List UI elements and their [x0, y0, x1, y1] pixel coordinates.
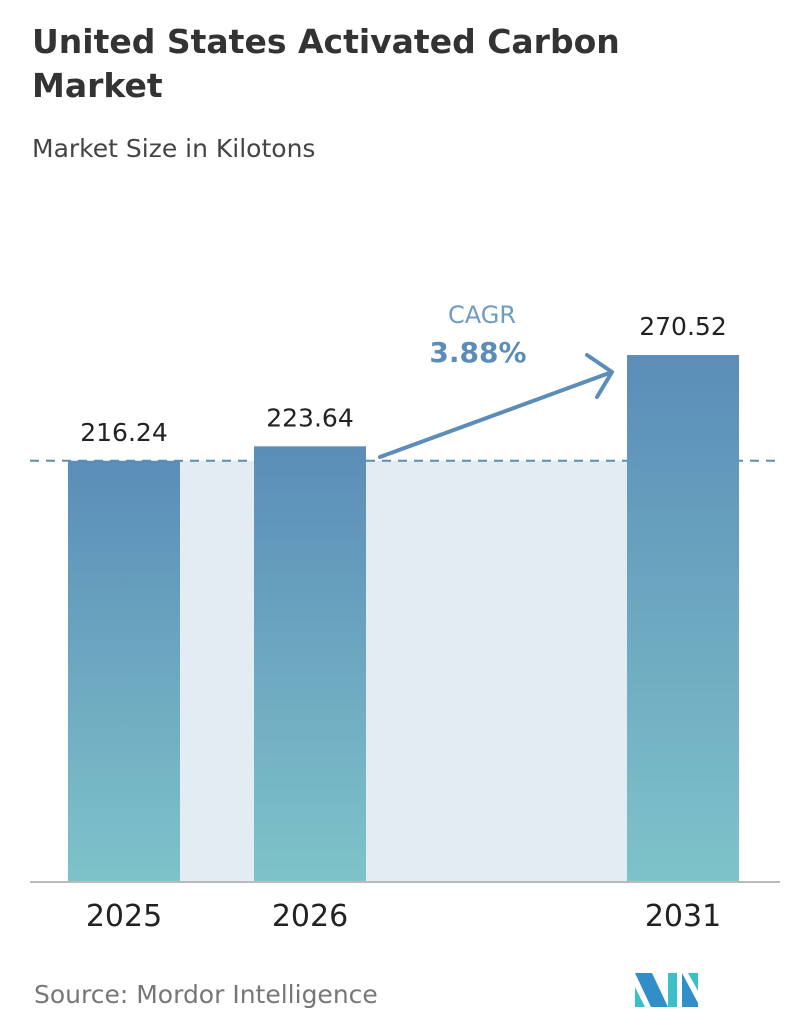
- bar-2026: [254, 446, 366, 882]
- bar-2025: [68, 460, 180, 882]
- x-tick-2025: 2025: [86, 899, 162, 934]
- source-text: Source: Mordor Intelligence: [34, 980, 378, 1009]
- chart-subtitle: Market Size in Kilotons: [32, 134, 316, 163]
- chart-title: United States Activated Carbon Market: [32, 22, 620, 105]
- cagr-label: CAGR: [448, 301, 516, 329]
- x-tick-2026: 2026: [272, 899, 348, 934]
- x-tick-2031: 2031: [645, 899, 721, 934]
- bar-2031: [627, 355, 739, 882]
- value-label-2026: 223.64: [266, 403, 353, 432]
- mordor-logo: [635, 973, 698, 1007]
- shaded-area: [180, 460, 627, 882]
- value-label-2025: 216.24: [80, 418, 167, 447]
- cagr-arrow: [378, 353, 614, 459]
- cagr-value: 3.88%: [429, 336, 526, 369]
- value-label-2031: 270.52: [639, 312, 726, 341]
